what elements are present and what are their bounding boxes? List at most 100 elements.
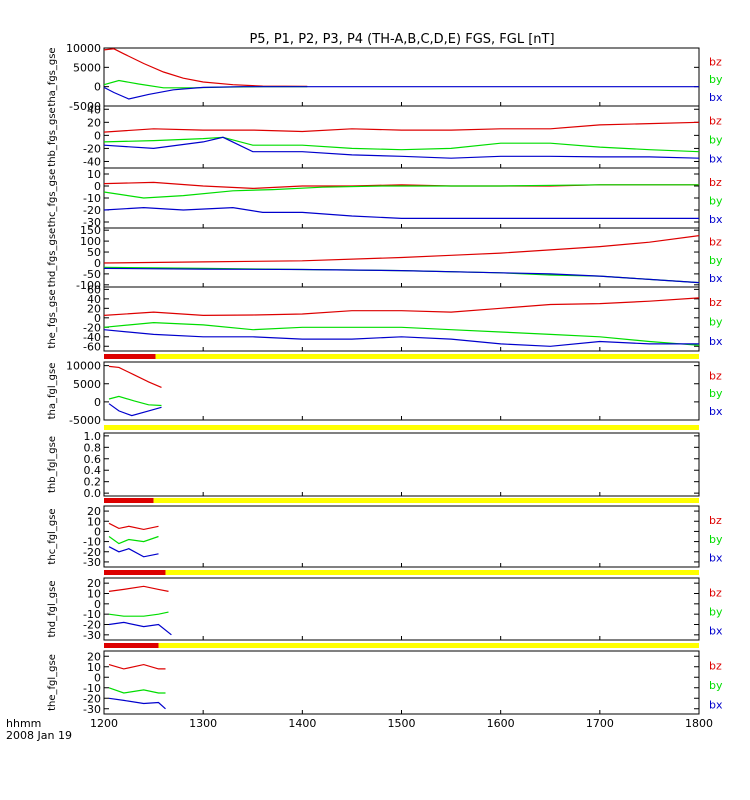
y-tick-label: 0 xyxy=(94,312,101,325)
legend-bz: bz xyxy=(709,55,722,68)
y-tick-label: -20 xyxy=(83,619,101,632)
panel-7: 0.00.20.40.60.81.0 thb_fgl_gse xyxy=(47,425,700,500)
y-tick-label: 0.8 xyxy=(84,441,102,454)
legend-by: by xyxy=(709,73,723,86)
y-tick-label: 0 xyxy=(94,180,101,193)
series-line-by xyxy=(108,395,162,407)
legend-by: by xyxy=(709,254,723,267)
y-tick-label: -5000 xyxy=(69,414,101,427)
date-label: 2008 Jan 19 xyxy=(6,729,72,742)
legend-bx: bx xyxy=(709,698,723,711)
y-axis-label: thd_fgl_gse xyxy=(47,581,58,638)
legend-bx: bx xyxy=(709,91,723,104)
series-line-bx xyxy=(108,403,162,417)
series-line-bz xyxy=(108,522,159,531)
legend-bx: bx xyxy=(709,152,723,165)
y-tick-label: 20 xyxy=(87,505,101,518)
x-tick-label: 1500 xyxy=(388,717,416,730)
y-axis-label: thc_fgl_gse xyxy=(47,508,58,564)
legend-by: by xyxy=(709,533,723,546)
series-line-by xyxy=(108,687,166,694)
y-tick-label: -20 xyxy=(83,546,101,559)
x-tick-label: 1700 xyxy=(586,717,614,730)
y-tick-label: 10 xyxy=(87,588,101,601)
y-tick-label: -30 xyxy=(83,556,101,569)
y-tick-label: 0.2 xyxy=(84,476,102,489)
status-bar-red xyxy=(104,570,166,575)
y-tick-label: 0 xyxy=(94,81,101,94)
y-tick-label: -40 xyxy=(83,155,101,168)
y-tick-label: -100 xyxy=(76,279,101,292)
y-tick-label: 0.6 xyxy=(84,453,102,466)
legend-bx: bx xyxy=(709,405,723,418)
y-axis-label: thd_fgs_gse xyxy=(47,228,58,287)
y-tick-label: 0.0 xyxy=(84,487,102,500)
y-tick-label: -30 xyxy=(83,629,101,642)
legend-bx: bx xyxy=(709,624,723,637)
legend-bx: bx xyxy=(709,213,723,226)
x-tick-label: 1200 xyxy=(90,717,118,730)
legend-bx: bx xyxy=(709,272,723,285)
y-tick-label: 100 xyxy=(80,235,101,248)
y-tick-label: -10 xyxy=(83,682,101,695)
legend-bz: bz xyxy=(709,176,722,189)
y-tick-label: -60 xyxy=(83,340,101,353)
y-tick-label: 0 xyxy=(94,257,101,270)
legend-bz: bz xyxy=(709,236,722,249)
y-tick-label: 10000 xyxy=(66,42,101,55)
y-tick-label: 0.4 xyxy=(84,464,102,477)
series-line-bz xyxy=(103,48,308,87)
series-line-by xyxy=(103,136,700,153)
panel-frame xyxy=(103,432,700,497)
legend-bx: bx xyxy=(709,552,723,565)
x-tick-label: 1600 xyxy=(487,717,515,730)
panel-frame xyxy=(103,505,700,568)
series-line-by xyxy=(103,321,700,346)
series-line-bx xyxy=(103,206,699,219)
y-tick-label: 20 xyxy=(87,116,101,129)
y-axis-label: tha_fgs_gse xyxy=(47,47,58,106)
legend-by: by xyxy=(709,133,723,146)
legend-bx: bx xyxy=(709,335,723,348)
series-line-bz xyxy=(103,181,699,190)
y-tick-label: -30 xyxy=(83,703,101,716)
y-tick-label: -30 xyxy=(83,216,101,229)
series-line-bx xyxy=(103,86,699,100)
x-tick-label: 1400 xyxy=(288,717,316,730)
series-line-bz xyxy=(108,585,169,592)
series-line-by xyxy=(108,611,169,617)
status-bar-yellow xyxy=(165,570,699,575)
series-line-bz xyxy=(103,297,700,317)
panel-6: -5000 0 5000 10000 tha_fgl_gse bz by bx xyxy=(47,354,723,427)
y-tick-label: 50 xyxy=(87,246,101,259)
legend-bz: bz xyxy=(709,586,722,599)
legend-by: by xyxy=(709,315,723,328)
x-axis: 1200 1300 1400 1500 1600 1700 1800 xyxy=(90,717,713,730)
y-tick-label: 10 xyxy=(87,661,101,674)
series-line-bz xyxy=(108,365,162,388)
legend-by: by xyxy=(709,679,723,692)
legend-bz: bz xyxy=(709,296,722,309)
series-line-bz xyxy=(103,235,700,264)
y-tick-label: -10 xyxy=(83,536,101,549)
status-bar-yellow xyxy=(104,425,699,430)
legend-bz: bz xyxy=(709,514,722,527)
panel-frame xyxy=(103,577,700,641)
legend-by: by xyxy=(709,194,723,207)
y-tick-label: 20 xyxy=(87,577,101,590)
x-tick-label: 1300 xyxy=(189,717,217,730)
panel-1: -5000 0 5000 10000 tha_fgs_gse bz by bx xyxy=(47,42,723,113)
status-bar-red xyxy=(104,498,154,503)
y-tick-label: 40 xyxy=(87,103,101,116)
series-line-by xyxy=(103,184,699,199)
y-tick-label: 0 xyxy=(94,671,101,684)
status-bar-yellow xyxy=(155,354,700,359)
y-tick-label: -20 xyxy=(83,142,101,155)
